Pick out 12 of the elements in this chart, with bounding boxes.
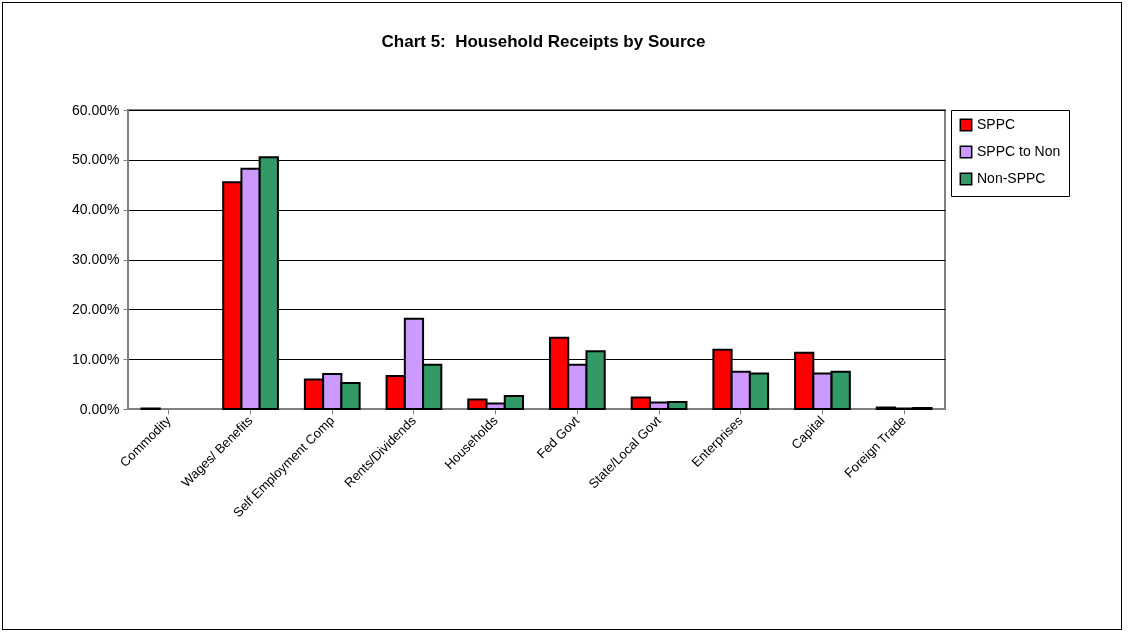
chart-title: Chart 5: Household Receipts by Source [381, 32, 706, 51]
y-tick-label: 10.00% [72, 350, 120, 367]
y-tick-label: 30.00% [72, 251, 120, 267]
y-tick-label: 0.00% [79, 400, 120, 417]
y-tick-label: 20.00% [72, 300, 120, 317]
y-tick-label: 50.00% [72, 151, 120, 168]
legend-label: Non-SPPC [977, 170, 1046, 186]
legend-label: SPPC to Non [977, 143, 1061, 159]
y-tick-label: 60.00% [72, 101, 120, 118]
legend-label: SPPC [977, 116, 1016, 132]
y-tick-label: 40.00% [72, 201, 120, 218]
x-tick-label: Fed Govt [533, 412, 583, 462]
